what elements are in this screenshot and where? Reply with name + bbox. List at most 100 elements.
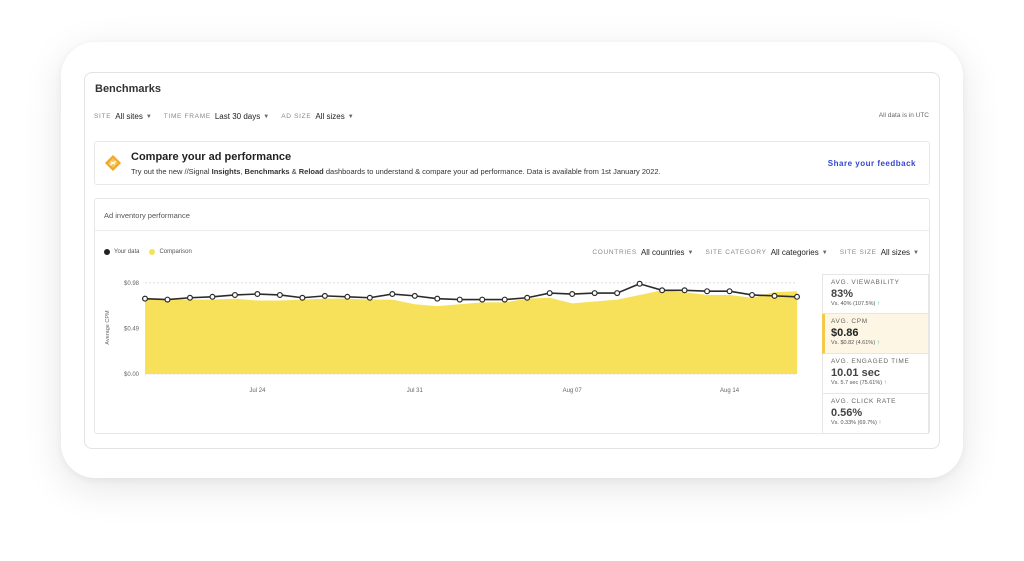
chevron-down-icon[interactable]: ▼ xyxy=(145,113,152,120)
chevron-down-icon[interactable]: ▼ xyxy=(687,249,694,256)
data-point xyxy=(186,294,193,301)
legend-dot-comparison xyxy=(149,249,156,255)
chevron-down-icon[interactable]: ▼ xyxy=(821,249,828,256)
ad-size-filter-select[interactable]: All sizes xyxy=(315,112,345,121)
metric-label: AVG. ENGAGED TIME xyxy=(831,358,910,365)
data-point xyxy=(434,295,441,302)
y-tick-label: $0.98 xyxy=(124,281,140,287)
countries-filter-select[interactable]: All countries xyxy=(640,248,685,257)
data-point xyxy=(366,294,373,301)
data-point xyxy=(569,291,576,298)
data-point xyxy=(164,296,171,303)
time-frame-filter-select[interactable]: Last 30 days xyxy=(214,112,261,121)
x-tick-label: Jul 31 xyxy=(407,388,424,394)
arrow-up-icon: ↑ xyxy=(883,380,887,386)
data-point xyxy=(411,292,418,299)
chevron-down-icon[interactable]: ▼ xyxy=(263,113,270,120)
metric-label: AVG. CPM xyxy=(831,318,868,325)
ad-inventory-card: Ad inventory performance Your data Compa… xyxy=(94,198,930,434)
y-axis-label: Average CPM xyxy=(105,310,111,345)
announcement-banner: Compare your ad performance Try out the … xyxy=(94,141,930,185)
banner-heading: Compare your ad performance xyxy=(131,151,292,163)
legend-label: Comparison xyxy=(159,249,192,255)
metric-viewability[interactable]: AVG. VIEWABILITY 83% Vs. 40% (107.5%) ↑ xyxy=(822,274,929,314)
metric-value: 83% xyxy=(831,288,854,300)
metric-label: AVG. VIEWABILITY xyxy=(831,279,900,286)
global-filters: SITE All sites ▼ TIME FRAME Last 30 days… xyxy=(94,112,366,121)
data-point xyxy=(344,293,351,300)
chevron-down-icon[interactable]: ▼ xyxy=(347,113,354,120)
data-point xyxy=(771,292,778,299)
metric-comparison: Vs. $0.82 (4.61%) ↑ xyxy=(831,340,880,346)
utc-note: All data is in UTC xyxy=(878,112,929,119)
chevron-down-icon[interactable]: ▼ xyxy=(913,249,919,256)
arrow-up-icon: ↑ xyxy=(878,420,882,426)
data-point xyxy=(591,290,598,297)
site-filter-select[interactable]: All sites xyxy=(115,112,143,121)
chart-legend: Your data Comparison xyxy=(104,249,202,255)
metric-comparison: Vs. 40% (107.5%) ↑ xyxy=(831,301,880,307)
page-title: Benchmarks xyxy=(95,83,162,95)
data-point xyxy=(501,296,508,303)
legend-dot-your-data xyxy=(104,249,110,255)
share-feedback-link[interactable]: Share your feedback xyxy=(827,159,916,168)
data-point xyxy=(276,291,283,298)
data-point xyxy=(524,294,531,301)
data-point xyxy=(479,296,486,303)
data-point xyxy=(636,280,643,287)
data-point xyxy=(141,295,148,302)
x-tick-label: Jul 24 xyxy=(249,388,266,394)
metric-value: $0.86 xyxy=(831,327,859,339)
data-point xyxy=(456,296,463,303)
metric-click-rate[interactable]: AVG. CLICK RATE 0.56% Vs. 0.33% (69.7%) … xyxy=(822,394,929,434)
data-point xyxy=(681,287,688,294)
data-point xyxy=(389,291,396,298)
data-point xyxy=(231,291,238,298)
data-point xyxy=(659,287,666,294)
filter-label-time-frame: TIME FRAME xyxy=(163,113,211,120)
filter-label-site: SITE xyxy=(94,113,112,120)
data-point xyxy=(254,291,261,298)
your-data-line xyxy=(144,282,798,301)
data-point xyxy=(321,292,328,299)
filter-label-site-size: SITE SIZE xyxy=(839,249,877,256)
site-size-filter-select[interactable]: All sizes xyxy=(880,248,911,257)
y-tick-label: $0.00 xyxy=(124,372,140,378)
data-point xyxy=(614,290,621,297)
metric-comparison: Vs. 0.33% (69.7%) ↑ xyxy=(831,420,882,426)
banner-text: Try out the new //Signal Insights, Bench… xyxy=(131,167,661,176)
x-tick-label: Aug 14 xyxy=(720,388,740,394)
card-header: Ad inventory performance xyxy=(95,199,929,231)
legend-label: Your data xyxy=(114,249,140,255)
legend-your-data[interactable]: Your data xyxy=(104,249,139,255)
card-title: Ad inventory performance xyxy=(104,211,190,220)
filter-label-countries: COUNTRIES xyxy=(592,249,637,256)
data-point xyxy=(793,293,800,300)
y-tick-label: $0.49 xyxy=(124,326,140,332)
benchmarks-panel: Benchmarks SITE All sites ▼ TIME FRAME L… xyxy=(84,72,940,449)
metric-engaged-time[interactable]: AVG. ENGAGED TIME 10.01 sec Vs. 5.7 sec … xyxy=(822,354,929,394)
chart-filters: COUNTRIES All countries ▼ SITE CATEGORY … xyxy=(592,248,919,257)
filter-label-site-category: SITE CATEGORY xyxy=(705,249,767,256)
metric-value: 0.56% xyxy=(831,407,863,419)
comparison-area xyxy=(145,290,797,374)
signal-logo-icon xyxy=(105,155,121,171)
cpm-line-chart: $0.98 $0.49 $0.00 Average CPM Jul 24 Jul 31 Au… xyxy=(105,280,800,394)
legend-comparison[interactable]: Comparison xyxy=(149,249,192,255)
metrics-panel: AVG. VIEWABILITY 83% Vs. 40% (107.5%) ↑ … xyxy=(822,274,929,434)
x-tick-label: Aug 07 xyxy=(563,388,583,394)
data-point xyxy=(749,291,756,298)
arrow-up-icon: ↑ xyxy=(876,301,880,307)
data-point xyxy=(546,290,553,297)
filter-label-ad-size: AD SIZE xyxy=(281,113,312,120)
metric-cpm[interactable]: AVG. CPM $0.86 Vs. $0.82 (4.61%) ↑ xyxy=(822,314,929,354)
metric-value: 10.01 sec xyxy=(831,367,880,379)
data-point xyxy=(704,288,711,295)
metric-label: AVG. CLICK RATE xyxy=(831,398,897,405)
data-point xyxy=(726,288,733,295)
arrow-up-icon: ↑ xyxy=(876,340,880,346)
metric-comparison: Vs. 5.7 sec (75.61%) ↑ xyxy=(831,380,887,386)
site-category-filter-select[interactable]: All categories xyxy=(770,248,819,257)
data-point xyxy=(209,293,216,300)
data-point xyxy=(299,294,306,301)
